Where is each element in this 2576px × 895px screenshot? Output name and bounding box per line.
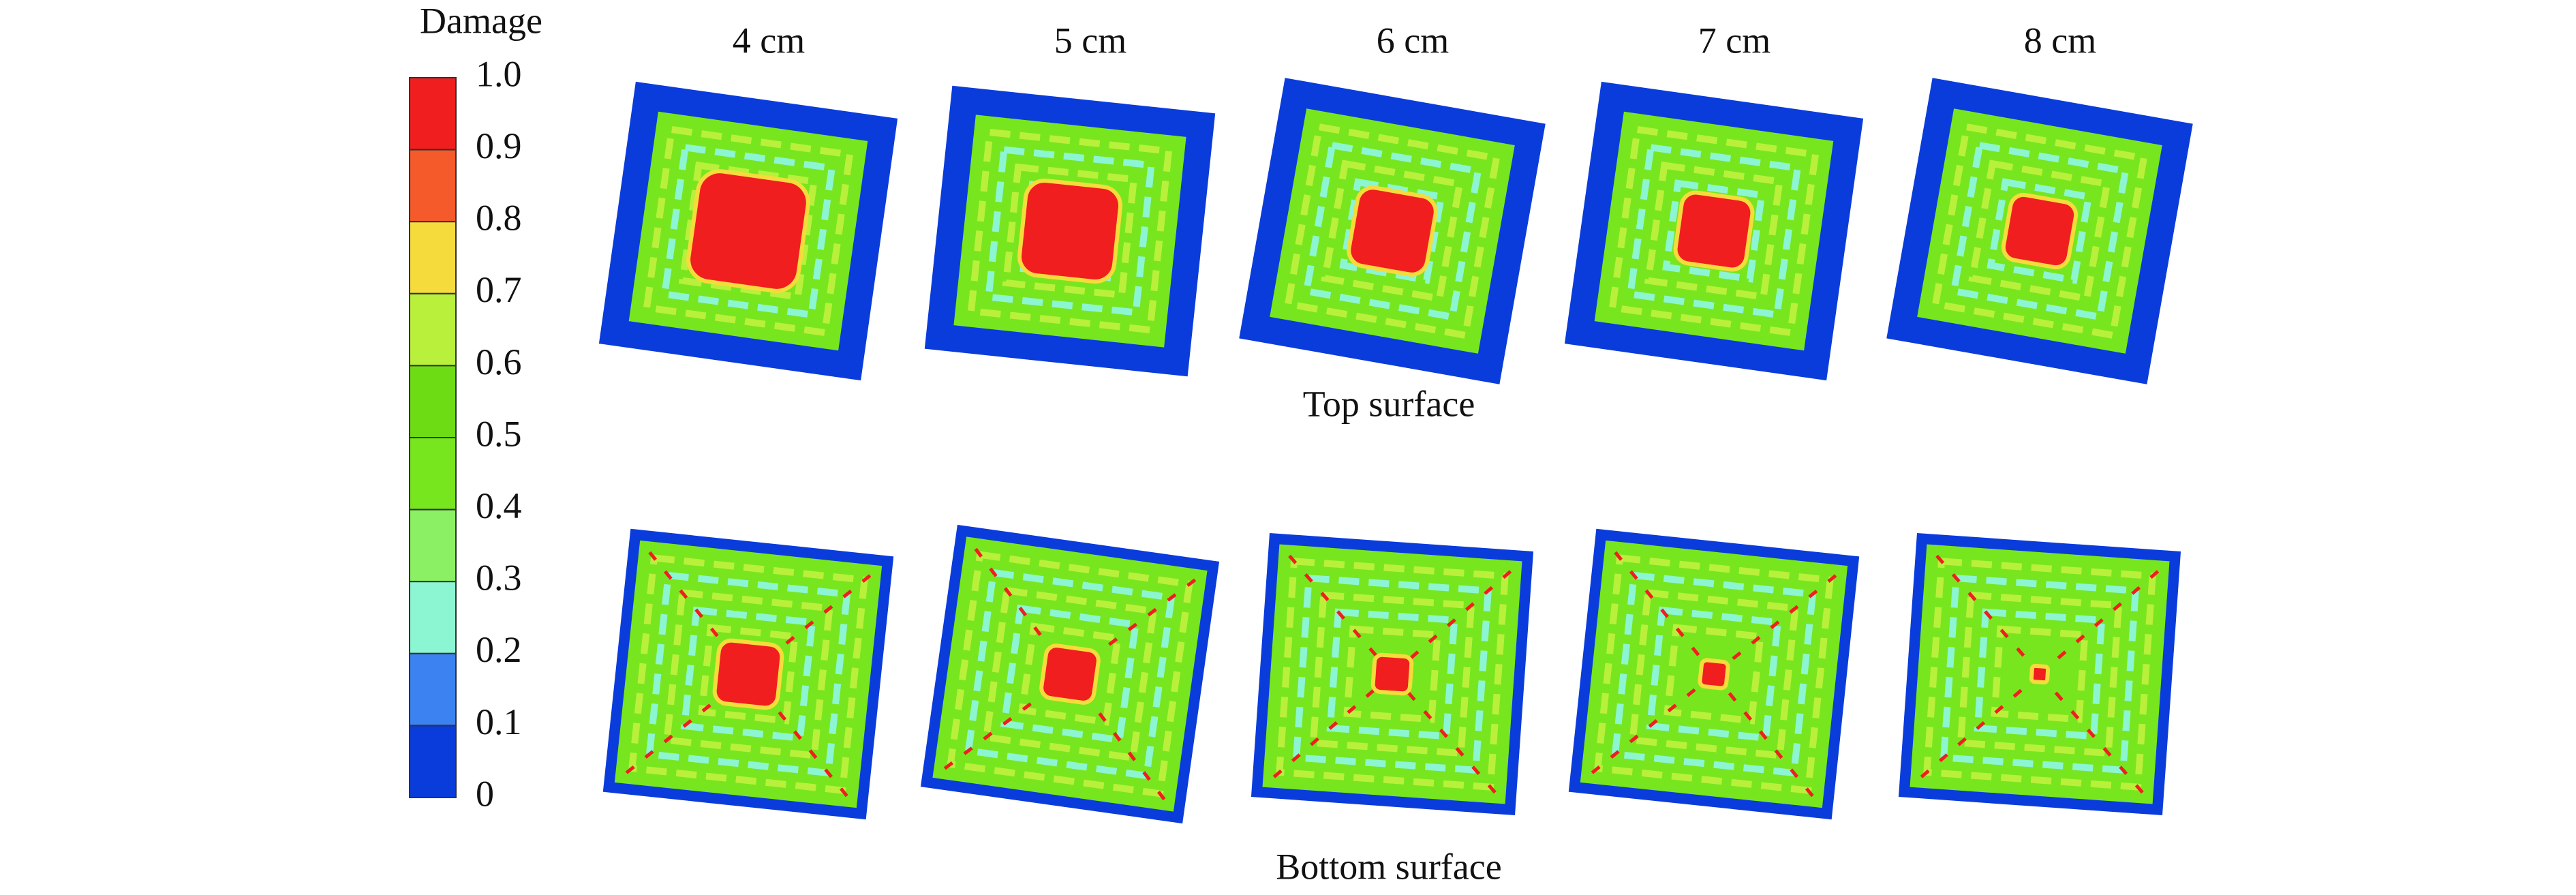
damage-core <box>712 638 784 710</box>
damage-contour <box>1593 553 1835 795</box>
damage-contour <box>1644 161 1784 301</box>
column-label: 7 cm <box>1698 20 1770 61</box>
colorbar-band <box>409 149 457 223</box>
colorbar: 1.0 0.9 0.8 0.7 0.6 0.5 0.4 0.3 0.2 0.1 0 <box>409 53 522 814</box>
damage-contour <box>1629 589 1799 759</box>
damage-contour <box>1309 591 1475 757</box>
damage-core <box>2029 663 2051 685</box>
damage-contour <box>1950 141 2130 321</box>
colorbar-tick-label: 0.2 <box>476 629 522 670</box>
contour-plot <box>1239 78 1546 384</box>
damage-contour <box>1326 608 1458 740</box>
column-label: 8 cm <box>2024 20 2096 61</box>
row-label: Top surface <box>1303 383 1475 424</box>
damage-contour <box>1626 143 1802 319</box>
damage-contour <box>1957 591 2123 757</box>
crack-line <box>1287 553 1394 676</box>
contour-plot <box>598 81 898 381</box>
colorbar-tick-label: 0.6 <box>476 342 522 382</box>
damage-contour <box>1343 625 1441 723</box>
damage-contour <box>1018 622 1122 726</box>
colorbar-band <box>409 365 457 439</box>
colorbar-tick-label: 0.3 <box>476 558 522 598</box>
contour-plot <box>920 524 1220 824</box>
colorbar-band <box>409 77 457 151</box>
colorbar-band <box>409 725 457 799</box>
colorbar-tick-label: 0.4 <box>476 485 522 526</box>
colorbar-tick-label: 0.7 <box>476 269 522 310</box>
damage-contour <box>1302 141 1482 321</box>
damage-contour <box>1968 160 2111 303</box>
damage-contour <box>1002 163 1138 299</box>
damage-contour <box>1000 604 1140 744</box>
damage-contour <box>985 146 1155 316</box>
damage-contour <box>628 553 869 795</box>
crack-line <box>2038 568 2161 676</box>
colorbar-tick-label: 0.1 <box>476 701 522 742</box>
colorbar-tick-label: 1.0 <box>476 53 522 94</box>
contour-plot <box>1568 528 1860 820</box>
column-label: 4 cm <box>733 20 805 61</box>
colorbar-band <box>409 509 457 583</box>
contour-plot <box>1251 532 1534 816</box>
damage-core <box>1017 179 1122 284</box>
damage-contour <box>680 606 816 742</box>
contour-plot <box>602 528 894 820</box>
damage-contour <box>1646 606 1782 742</box>
damage-contour <box>1339 178 1445 284</box>
damage-core <box>686 169 810 293</box>
colorbar-tick-label: 0.9 <box>476 125 522 166</box>
damage-contour <box>1974 608 2106 740</box>
damage-contour <box>947 551 1193 798</box>
damage-core <box>2001 192 2079 270</box>
colorbar-band <box>409 437 457 511</box>
crack-line <box>1612 549 1715 676</box>
crack-line <box>1918 673 2041 780</box>
colorbar-band <box>409 221 457 294</box>
colorbar-band <box>409 652 457 727</box>
damage-contour <box>1923 558 2156 791</box>
damage-contour <box>1663 624 1764 725</box>
contour-plot <box>1886 78 2193 384</box>
column-label: 6 cm <box>1377 20 1449 61</box>
damage-core <box>1673 190 1755 272</box>
damage-contour <box>1321 160 1464 303</box>
colorbar-tick-label: 0 <box>476 773 494 814</box>
damage-contour <box>1987 178 2093 284</box>
damage-core <box>1370 652 1414 696</box>
damage-contour <box>663 589 833 759</box>
damage-core <box>1698 658 1730 691</box>
damage-contour <box>1276 558 1509 791</box>
crack-line <box>1713 673 1815 799</box>
column-label: 5 cm <box>1054 20 1126 61</box>
contour-plot <box>1564 81 1864 381</box>
crack-line <box>1934 553 2041 676</box>
colorbar-band <box>409 292 457 367</box>
damage-contour <box>698 624 799 725</box>
colorbar-band <box>409 581 457 654</box>
crack-line <box>1391 673 1498 795</box>
plots <box>598 78 2193 824</box>
damage-contour <box>1662 179 1766 283</box>
colorbar-tick-label: 0.8 <box>476 198 522 239</box>
colorbar-tick-label: 0.5 <box>476 413 522 454</box>
damage-contour <box>678 161 818 301</box>
crack-line <box>1589 673 1715 776</box>
crack-line <box>1713 573 1839 676</box>
damage-core <box>1347 185 1438 277</box>
contour-plot <box>924 85 1216 377</box>
damage-core <box>1039 643 1101 705</box>
crack-line <box>1391 568 1514 676</box>
damage-contour <box>1991 625 2089 723</box>
contour-plot <box>1898 532 2181 816</box>
colorbar-title: Damage <box>420 0 542 41</box>
damage-contour <box>982 586 1158 762</box>
crack-line <box>2038 673 2145 795</box>
damage-contour <box>660 143 836 319</box>
row-label: Bottom surface <box>1276 846 1501 887</box>
crack-line <box>1271 673 1394 780</box>
